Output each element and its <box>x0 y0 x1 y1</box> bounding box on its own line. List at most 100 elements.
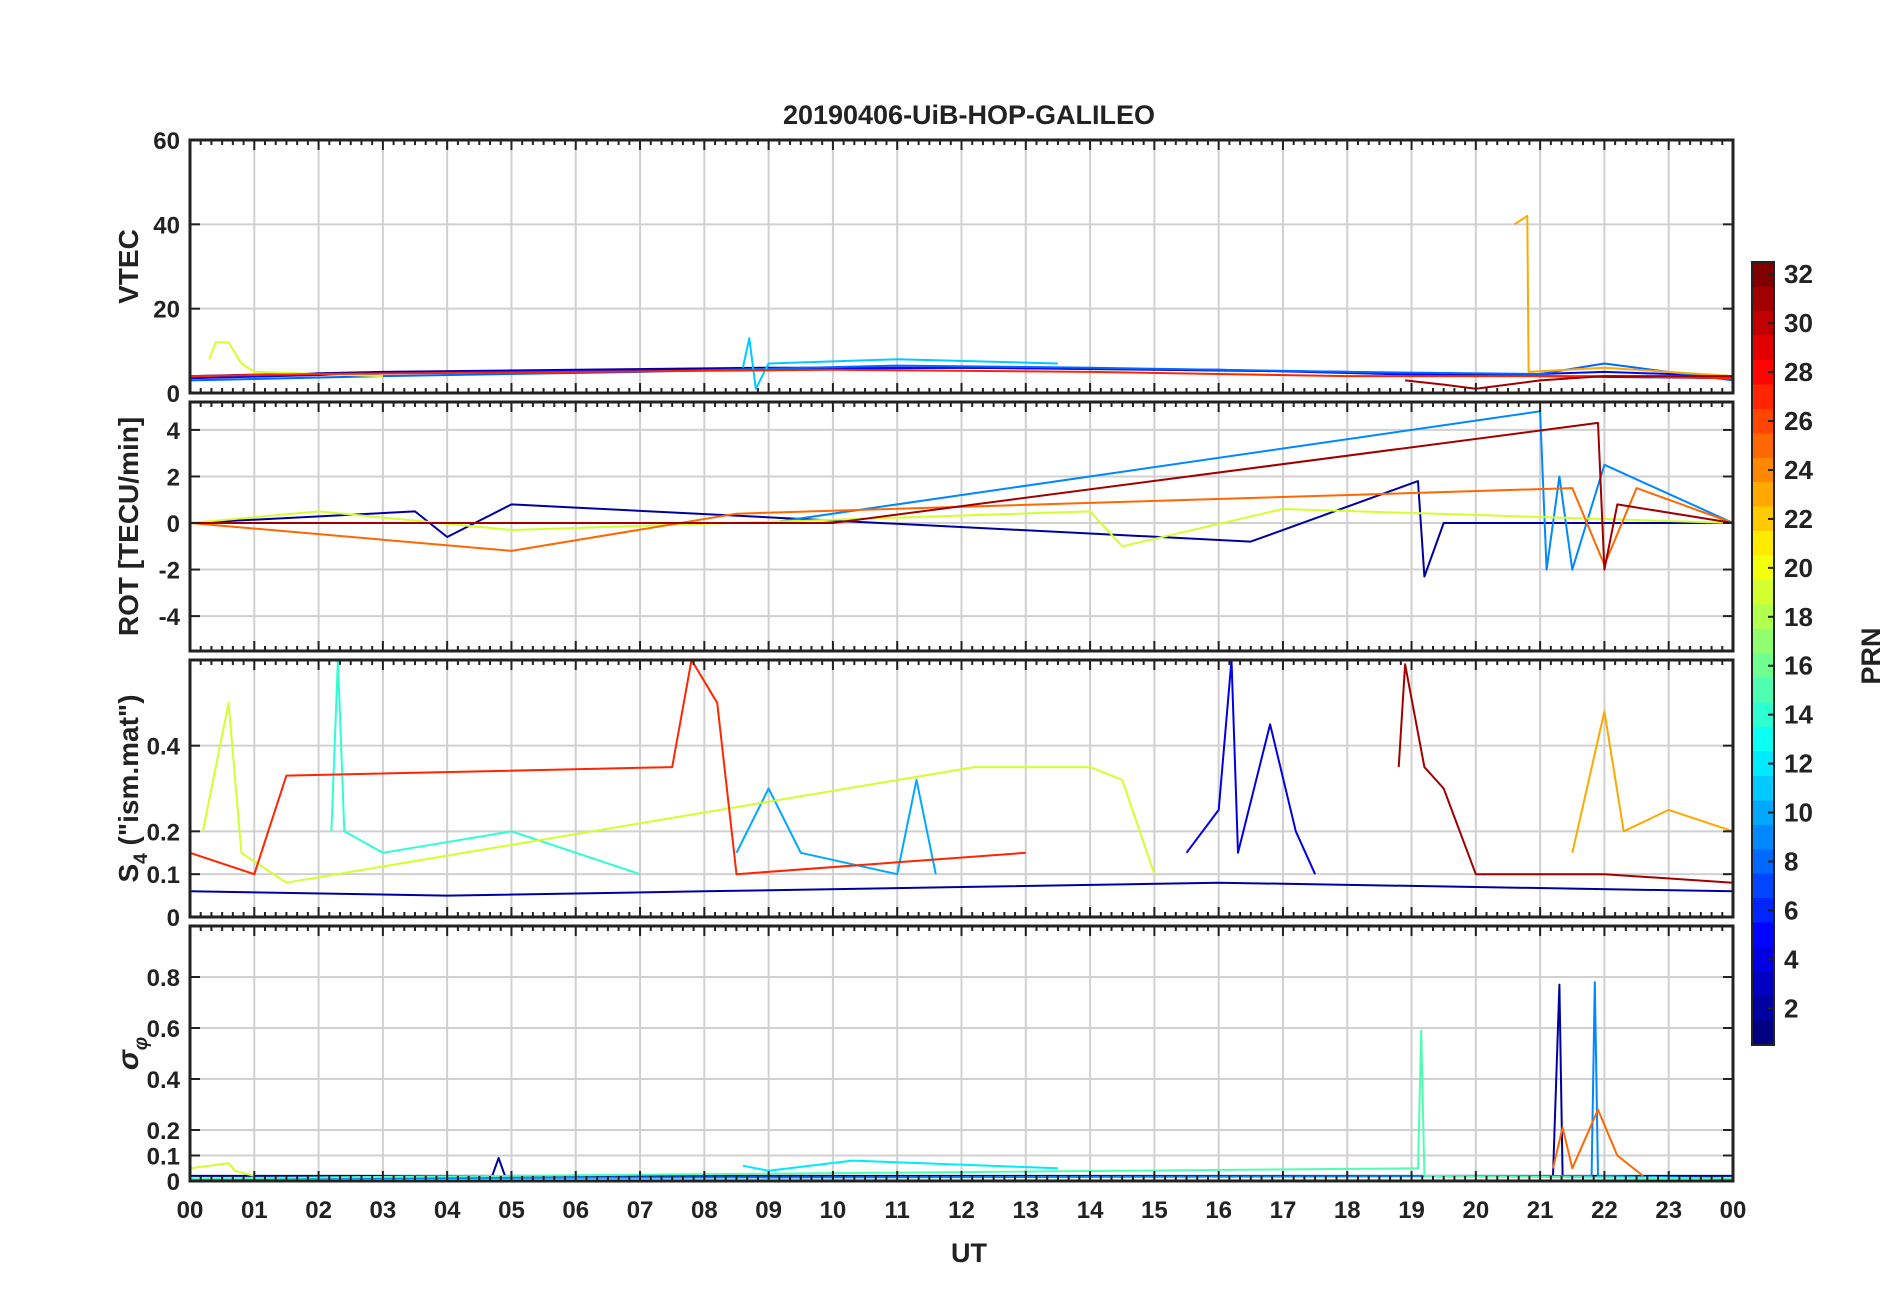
colorbar-tick-label: 2 <box>1784 993 1798 1023</box>
colorbar-tick-label: 12 <box>1784 749 1813 779</box>
chart-title: 20190406-UiB-HOP-GALILEO <box>783 100 1155 130</box>
y-tick-label: 0.1 <box>147 862 180 889</box>
y-axis-label: VTEC <box>113 229 144 304</box>
series-line-prn-10 <box>735 778 937 876</box>
x-axis-label: UT <box>951 1238 987 1268</box>
x-tick-label: 03 <box>370 1197 397 1224</box>
series-line-prn-31 <box>190 421 1733 571</box>
x-tick-label: 07 <box>627 1197 654 1224</box>
series-line-prn-19 <box>208 341 383 378</box>
y-tick-label: 0.2 <box>147 1118 180 1145</box>
series-group <box>190 660 1733 897</box>
y-tick-label: -2 <box>159 558 180 585</box>
x-tick-label: 16 <box>1205 1197 1232 1224</box>
x-tick-label: 10 <box>820 1197 847 1224</box>
colorbar-tick-label: 26 <box>1784 406 1813 436</box>
y-tick-label: 0 <box>167 511 180 538</box>
y-axis-label: S4 ("ism.mat") <box>113 694 152 882</box>
colorbar-tick-label: 32 <box>1784 259 1813 289</box>
colorbar-tick-label: 20 <box>1784 553 1813 583</box>
series-line-prn-11 <box>741 337 1058 390</box>
panel-4: 00.10.2 0.4 0.6 0.8 σφ <box>112 924 1735 1196</box>
colorbar-tick-label: 14 <box>1784 700 1813 730</box>
x-tick-label: 02 <box>305 1197 332 1224</box>
x-tick-label: 00 <box>1720 1197 1747 1224</box>
series-line-prn-23 <box>1571 710 1733 854</box>
x-tick-label: 14 <box>1077 1197 1104 1224</box>
y-tick-label: 0.4 <box>147 1067 181 1094</box>
y-tick-label: 2 <box>167 464 180 491</box>
x-tick-label: 19 <box>1398 1197 1425 1224</box>
x-tick-label: 15 <box>1141 1197 1168 1224</box>
colorbar-label: PRN <box>1856 627 1886 684</box>
colorbar-tick-label: 18 <box>1784 602 1813 632</box>
x-tick-label: 13 <box>1012 1197 1039 1224</box>
y-axis-label: ROT [TECU/min] <box>113 417 144 636</box>
series-line-prn-19 <box>190 508 1733 548</box>
y-tick-label: 40 <box>153 212 180 239</box>
colorbar-bar <box>1751 261 1775 1046</box>
x-tick-label: 12 <box>948 1197 975 1224</box>
y-tick-label: 0 <box>167 905 180 932</box>
x-tick-label: 06 <box>562 1197 589 1224</box>
x-tick-label: 21 <box>1527 1197 1554 1224</box>
series-line-prn-19 <box>190 1162 255 1177</box>
series-line-prn-5 <box>190 366 1733 380</box>
series-line-prn-8 <box>190 362 1733 382</box>
y-tick-label: 20 <box>153 297 180 324</box>
series-line-prn-9 <box>190 410 1733 571</box>
y-tick-label: 0 <box>167 1169 180 1196</box>
colorbar-tick-label: 6 <box>1784 895 1798 925</box>
y-tick-label: 0.6 <box>147 1016 180 1043</box>
y-tick-label: 4 <box>167 418 181 445</box>
series-line-prn-25 <box>1552 1108 1644 1177</box>
panel-2: -4 -2 0 2 4 ROT [TECU/min] <box>113 400 1735 653</box>
x-tick-label: 20 <box>1462 1197 1489 1224</box>
y-tick-label: 60 <box>153 128 180 155</box>
series-line-prn-27 <box>190 368 1733 380</box>
panel-1: 0 20 40 60 VTEC <box>113 128 1735 408</box>
x-tick-label: 04 <box>434 1197 461 1224</box>
series-line-prn-19 <box>201 701 1156 884</box>
x-tick-label: 22 <box>1591 1197 1618 1224</box>
y-tick-label: 0.8 <box>147 965 180 992</box>
colorbar-tick-label: 28 <box>1784 357 1813 387</box>
colorbar-tick-label: 10 <box>1784 798 1813 828</box>
x-tick-label: 05 <box>498 1197 525 1224</box>
series-line-prn-15 <box>190 1029 1733 1180</box>
colorbar-tick-label: 8 <box>1784 846 1798 876</box>
series-line-prn-2 <box>190 881 1733 897</box>
colorbar-tick-label: 22 <box>1784 504 1813 534</box>
y-tick-label: 0 <box>167 381 180 408</box>
series-group <box>190 410 1733 578</box>
colorbar-tick-label: 4 <box>1784 944 1799 974</box>
series-group <box>190 981 1733 1180</box>
y-tick-label: -4 <box>159 604 181 631</box>
y-tick-label: 0.1 <box>147 1144 180 1171</box>
colorbar-tick-label: 24 <box>1784 455 1813 485</box>
x-tick-label: 00 <box>177 1197 204 1224</box>
series-line-prn-2 <box>190 480 1733 578</box>
y-tick-label: 0.2 <box>147 819 180 846</box>
series-line-prn-31 <box>1404 375 1733 390</box>
x-tick-label: 08 <box>691 1197 718 1224</box>
x-tick-label: 11 <box>885 1197 910 1224</box>
series-line-prn-25 <box>190 487 1733 566</box>
x-tick-label: 09 <box>755 1197 782 1224</box>
series-line-prn-27 <box>190 660 1026 876</box>
y-tick-label: 0.4 <box>147 734 181 761</box>
x-tick-label: 23 <box>1655 1197 1682 1224</box>
x-tick-label: 01 <box>241 1197 268 1224</box>
series-line-prn-31 <box>1397 663 1733 884</box>
series-line-prn-23 <box>1513 214 1733 378</box>
series-line-prn-12 <box>742 1159 1058 1172</box>
colorbar-tick-label: 16 <box>1784 651 1813 681</box>
series-group <box>190 214 1733 390</box>
series-line-prn-14 <box>330 660 641 876</box>
panel-3: 0 0.1 0.2 0.4S4 ("ism.mat") <box>113 658 1735 932</box>
y-axis-label: σφ <box>112 1037 152 1070</box>
